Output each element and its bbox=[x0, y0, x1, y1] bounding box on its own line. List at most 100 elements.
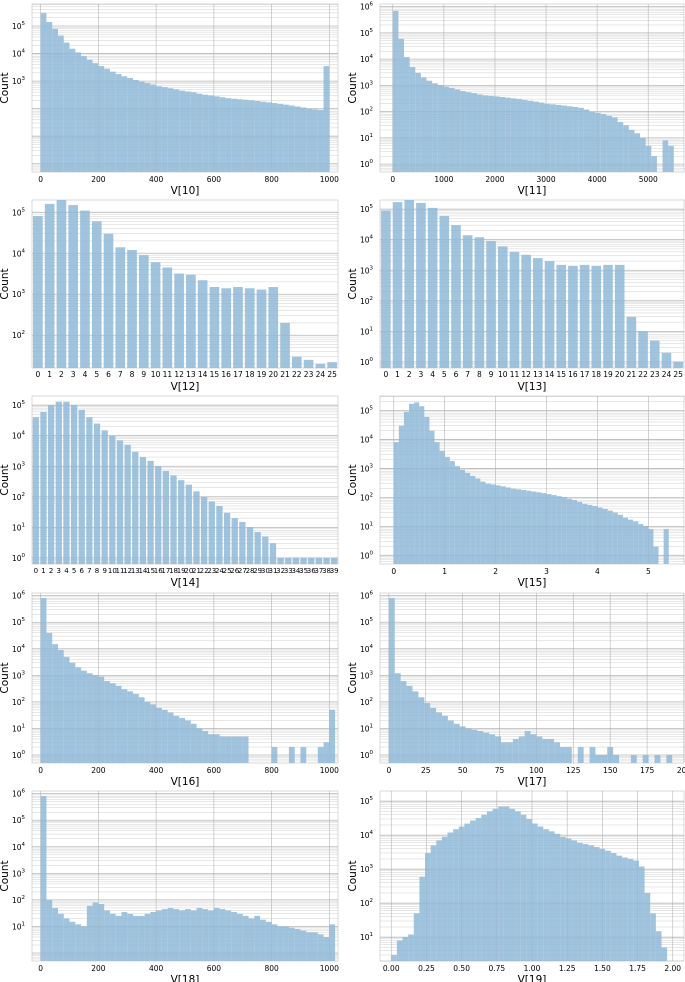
histogram-bar bbox=[524, 731, 531, 763]
x-tick-label: 1000 bbox=[320, 175, 339, 184]
histogram-bar bbox=[109, 435, 116, 564]
histogram-bar bbox=[173, 909, 180, 961]
histogram-bar bbox=[75, 924, 82, 961]
x-tick-label: 1 bbox=[442, 567, 447, 576]
histogram-bar bbox=[568, 265, 578, 368]
histogram-bar bbox=[308, 557, 315, 564]
histogram-bar bbox=[381, 210, 391, 368]
histogram-bar bbox=[526, 818, 532, 961]
histogram-bar bbox=[447, 720, 454, 763]
histogram-bar bbox=[638, 866, 645, 961]
x-tick-label: 35 bbox=[299, 567, 308, 575]
histogram-bar bbox=[167, 88, 174, 172]
x-tick-label: 23 bbox=[650, 370, 660, 379]
histogram-bar bbox=[104, 910, 110, 961]
x-tick-label: 11 bbox=[116, 567, 125, 575]
x-tick-label: 21 bbox=[280, 370, 290, 379]
y-tick-label: 105 bbox=[360, 405, 374, 415]
x-tick-label: 18 bbox=[245, 370, 255, 379]
x-tick-label: 24 bbox=[662, 370, 672, 379]
x-tick-label: 0.00 bbox=[383, 964, 400, 973]
x-tick-label: 9 bbox=[102, 567, 106, 575]
histogram-bar bbox=[538, 102, 545, 172]
histogram-bar bbox=[231, 518, 238, 564]
x-tick-label: 29 bbox=[253, 567, 262, 575]
histogram-bar bbox=[244, 288, 255, 368]
histogram-bar bbox=[288, 747, 295, 763]
histogram-bar bbox=[315, 557, 323, 564]
x-tick-label: 7 bbox=[465, 370, 470, 379]
histogram-bar bbox=[565, 838, 572, 961]
histogram-bar bbox=[571, 840, 578, 961]
x-tick-label: 15 bbox=[556, 370, 566, 379]
histogram-bar bbox=[582, 844, 589, 961]
histogram-bar bbox=[521, 489, 527, 564]
histogram-bar bbox=[121, 689, 128, 763]
histogram-bar bbox=[150, 704, 157, 763]
histogram-bar bbox=[116, 440, 124, 564]
y-tick-label: 102 bbox=[12, 492, 25, 502]
histogram-bar bbox=[593, 846, 600, 961]
histogram-bar bbox=[612, 512, 618, 564]
histogram-bar bbox=[583, 109, 590, 172]
x-tick-label: 5 bbox=[94, 370, 99, 379]
y-tick-label: 105 bbox=[12, 21, 26, 31]
x-tick-label: 26 bbox=[230, 567, 239, 575]
histogram-bar bbox=[617, 514, 623, 564]
histogram-bar bbox=[265, 921, 272, 961]
histogram-bar bbox=[640, 137, 646, 172]
y-tick-label: 104 bbox=[12, 431, 26, 441]
x-tick-label: 2000 bbox=[485, 175, 504, 184]
histogram-bar bbox=[86, 905, 93, 961]
x-axis-label: V[11] bbox=[518, 185, 547, 197]
histogram-bar bbox=[185, 720, 191, 763]
y-axis-label: Count bbox=[347, 268, 359, 299]
histogram-bar bbox=[577, 501, 583, 564]
histogram-bar bbox=[521, 254, 531, 368]
y-tick-label: 103 bbox=[360, 463, 374, 473]
histogram-bar bbox=[498, 806, 504, 961]
histogram-bar bbox=[628, 129, 635, 172]
histogram-bar bbox=[271, 924, 278, 961]
histogram-bar bbox=[512, 739, 519, 763]
y-axis-label: Count bbox=[0, 72, 11, 103]
histogram-bar bbox=[254, 532, 261, 564]
x-tick-label: 17 bbox=[161, 567, 170, 575]
y-axis-label: Count bbox=[0, 662, 11, 693]
y-tick-label: 102 bbox=[12, 697, 25, 707]
histogram-bar bbox=[427, 207, 438, 368]
y-tick-label: 102 bbox=[360, 296, 373, 306]
histogram-bar bbox=[225, 736, 232, 763]
histogram-bar bbox=[393, 442, 399, 564]
histogram-bar bbox=[80, 210, 90, 368]
histogram-bar bbox=[555, 104, 562, 172]
histogram-bar bbox=[69, 662, 76, 763]
bars bbox=[388, 598, 673, 763]
x-tick-label: 0 bbox=[391, 567, 396, 576]
histogram-bar bbox=[144, 913, 151, 961]
histogram-bar bbox=[406, 685, 413, 763]
histogram-bar bbox=[162, 470, 170, 564]
histogram-bar bbox=[167, 712, 174, 763]
histogram-bar bbox=[589, 747, 596, 763]
y-tick-label: 104 bbox=[360, 644, 374, 654]
histogram-bar bbox=[470, 820, 476, 961]
histogram-bar bbox=[269, 543, 277, 564]
y-tick-label: 105 bbox=[12, 207, 26, 217]
histogram-bar bbox=[138, 255, 149, 368]
histogram-bar bbox=[139, 457, 147, 564]
y-tick-label: 105 bbox=[12, 617, 26, 627]
histogram-bar bbox=[408, 934, 414, 961]
histogram-bar bbox=[582, 503, 588, 564]
histogram-bar bbox=[57, 913, 64, 961]
histogram-bar bbox=[441, 836, 448, 961]
histogram-bar bbox=[471, 729, 478, 763]
histogram-bar bbox=[611, 117, 618, 172]
x-tick-label: 75 bbox=[495, 766, 505, 775]
histogram-bar bbox=[162, 267, 173, 368]
histogram-bar bbox=[439, 215, 450, 368]
histogram-bar bbox=[426, 80, 433, 172]
histogram-bar bbox=[530, 734, 537, 763]
histogram-bar bbox=[46, 899, 53, 961]
